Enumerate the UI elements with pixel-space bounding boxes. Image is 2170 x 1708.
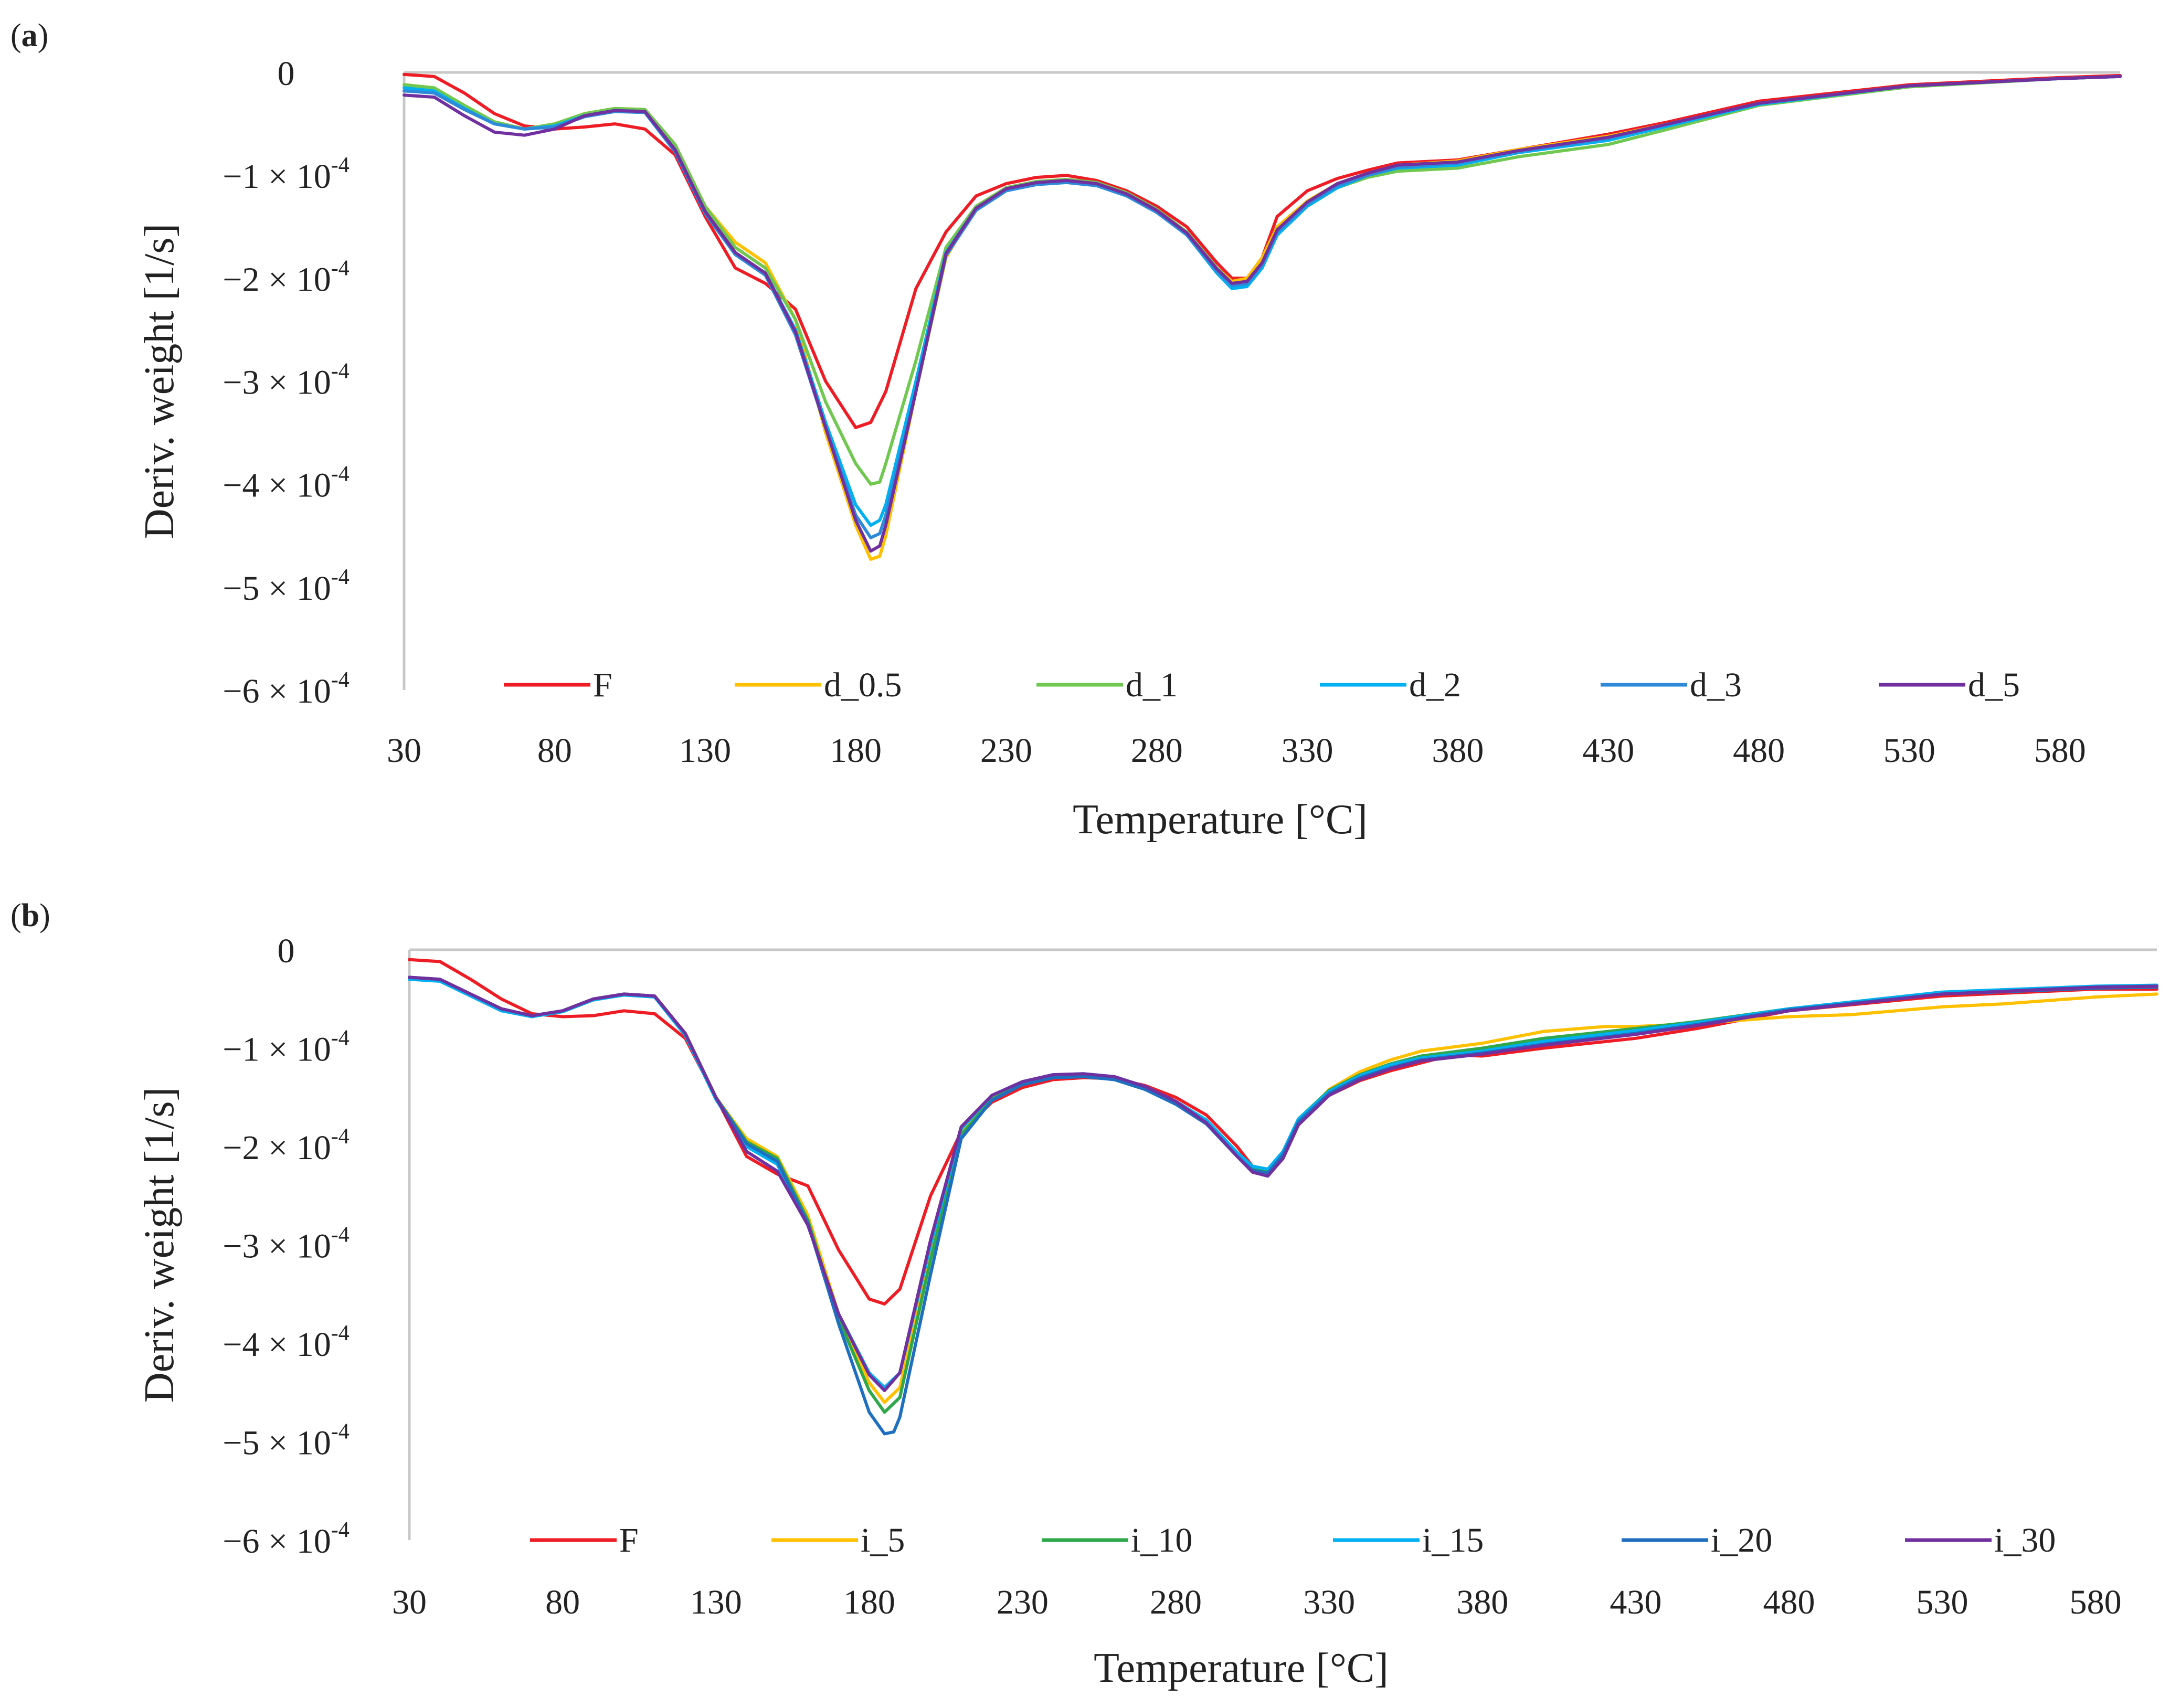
x-tick-label: 280 [1150,1583,1202,1621]
y-tick-label: −4 × 10-4 [223,462,349,505]
x-tick-label: 330 [1282,731,1333,770]
x-axis-title: Temperature [°C] [1094,1645,1389,1691]
legend-label: d_1 [1126,666,1178,704]
series-line-i_10 [408,975,2158,1414]
series-line-i_5 [408,975,2158,1404]
x-tick-label: 30 [387,731,421,770]
y-axis-title: Deriv. weight [1/s] [136,1087,183,1403]
x-tick-label: 480 [1733,731,1785,770]
x-axis-title: Temperature [°C] [1073,797,1368,843]
x-tick-label: 280 [1131,731,1183,770]
x-tick-label: 80 [545,1583,580,1621]
chart-panels: (a) 0 −1 × 10-4 −2 × 10-4 −3 × 10-4 −4 × 10-4… [10,18,2158,1691]
panel-label: (a) [10,18,48,54]
panel-b: (b) 0 −1 × 10-4 −2 × 10-4 −3 × 10-4 −4 × 10-4… [10,898,2158,1691]
x-tick-label: 330 [1303,1583,1355,1621]
series-line-d_3 [403,75,2122,539]
panel-letter: b [22,898,39,933]
legend-label: i_20 [1711,1521,1772,1560]
y-tick-label: −6 × 10-4 [223,1518,349,1561]
y-tick-label: −1 × 10-4 [223,1026,349,1069]
x-tick-label: 430 [1582,731,1634,770]
series-line-d_0.5 [403,75,2122,561]
legend-label: i_15 [1422,1521,1484,1560]
x-tick-label: 230 [980,731,1032,770]
legend-label: i_10 [1131,1521,1192,1560]
x-tick-label: 530 [1883,731,1935,770]
x-tick-label: 480 [1763,1583,1815,1621]
x-tick-label: 580 [2070,1583,2122,1621]
x-tick-label: 180 [843,1583,895,1621]
legend-label: i_30 [1994,1521,2056,1560]
series-line-d_1 [403,75,2122,486]
x-tick-label: 30 [392,1583,427,1621]
legend-label: F [619,1521,639,1560]
series-line-i_15 [408,978,2158,1389]
panel-a: (a) 0 −1 × 10-4 −2 × 10-4 −3 × 10-4 −4 × 10-4… [10,18,2122,843]
y-tick-label: −4 × 10-4 [223,1321,349,1364]
x-tick-label: 380 [1456,1583,1508,1621]
x-tick-label: 180 [830,731,882,770]
y-axis-title: Deriv. weight [1/s] [136,224,183,539]
legend-label: i_5 [861,1521,905,1560]
y-tick-label: −5 × 10-4 [223,565,349,608]
y-tick-label: 0 [278,932,295,970]
legend-label: d_5 [1968,666,2020,704]
series-line-d_5 [403,75,2122,553]
x-tick-label: 430 [1610,1583,1661,1621]
y-tick-label: 0 [278,55,295,93]
y-tick-label: −5 × 10-4 [223,1420,349,1462]
legend-label: d_3 [1690,666,1742,704]
panel-letter: a [22,18,38,54]
legend-label: d_0.5 [824,666,902,704]
x-tick-label: 80 [537,731,572,770]
y-tick-label: −1 × 10-4 [223,153,349,196]
series-line-i_20 [408,975,2158,1436]
x-tick-label: 380 [1432,731,1484,770]
y-tick-label: −2 × 10-4 [223,256,349,299]
y-tick-label: −2 × 10-4 [223,1124,349,1167]
y-tick-label: −6 × 10-4 [223,668,349,710]
series-line-i_30 [408,975,2158,1392]
legend-label: F [593,666,612,704]
x-tick-label: 130 [679,731,731,770]
y-tick-label: −3 × 10-4 [223,359,349,402]
x-tick-label: 130 [690,1583,742,1621]
y-tick-label: −3 × 10-4 [223,1223,349,1266]
x-tick-label: 230 [997,1583,1049,1621]
panel-label: (b) [10,898,50,933]
x-tick-label: 580 [2034,731,2086,770]
x-tick-label: 530 [1917,1583,1968,1621]
legend-label: d_2 [1409,666,1461,704]
